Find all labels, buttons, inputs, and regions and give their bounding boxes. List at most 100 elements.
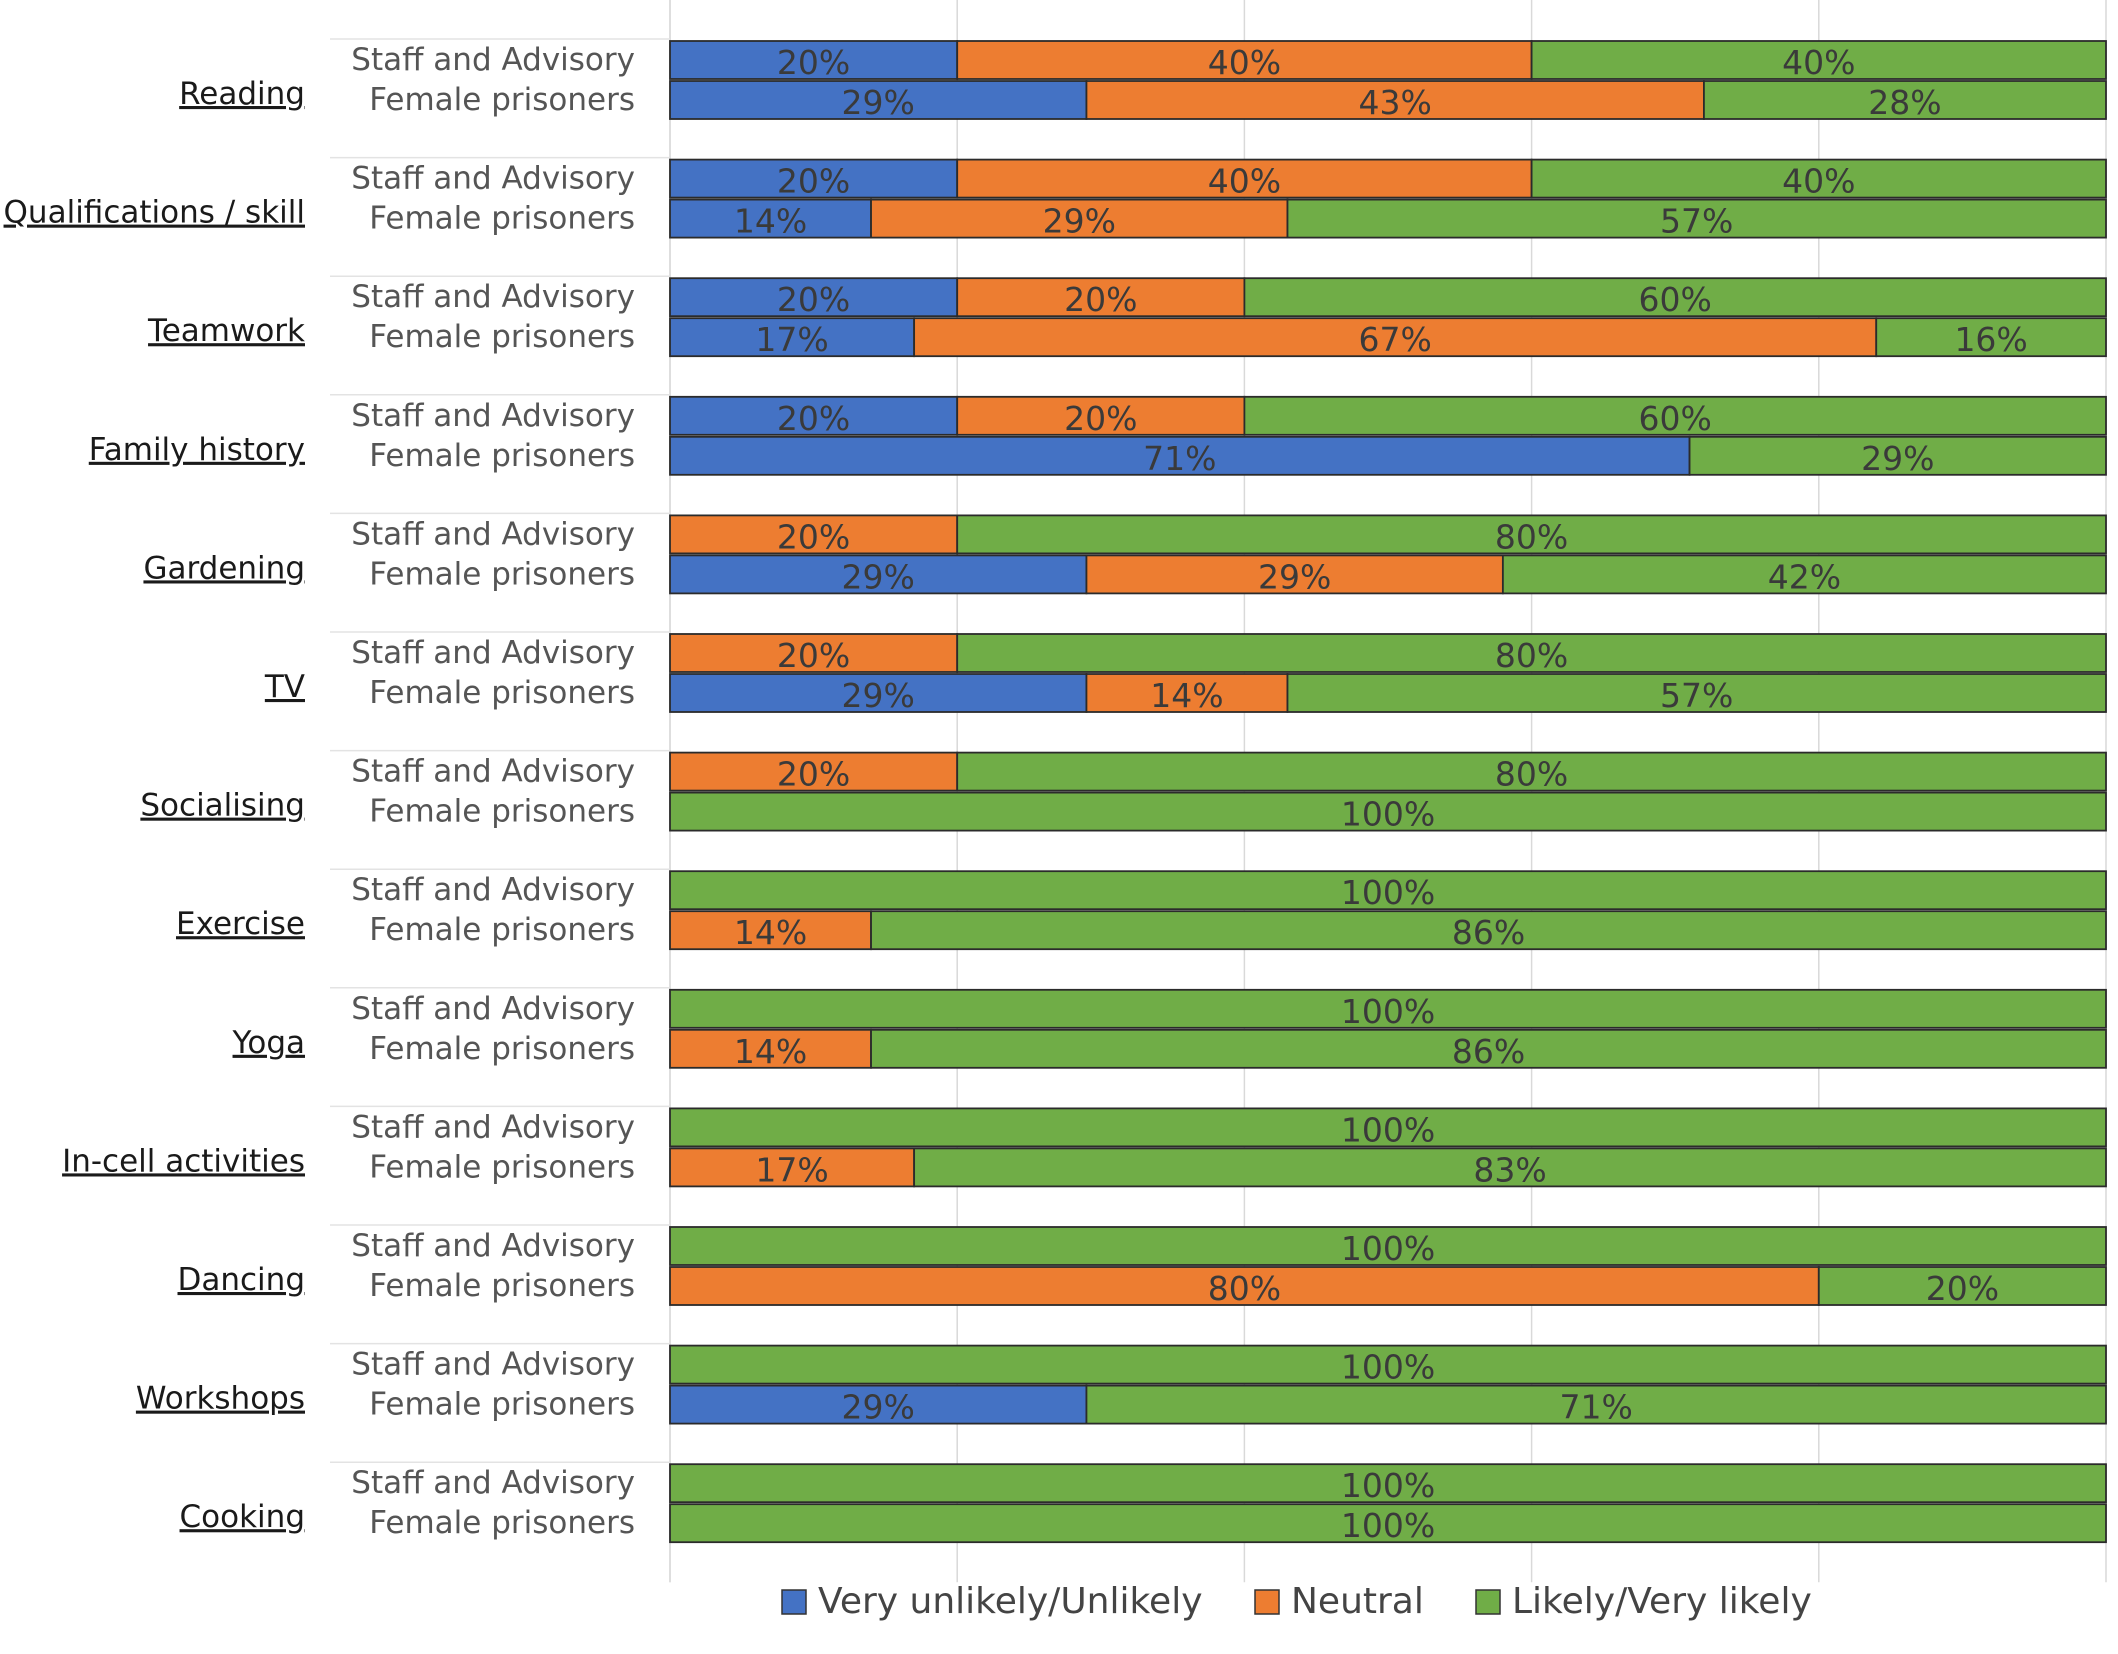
data-label: 20% [1064, 399, 1137, 438]
data-label: 20% [777, 43, 850, 82]
data-label: 40% [1208, 43, 1281, 82]
bar-segment [913, 1147, 2107, 1188]
bar-segment [870, 198, 1289, 239]
data-label: 83% [1473, 1150, 1546, 1189]
group-label-staff: Staff and Advisory [351, 754, 635, 790]
row-backgrounds [330, 38, 670, 1463]
data-label: 28% [1868, 83, 1941, 122]
bar-segment [669, 1147, 916, 1188]
data-label: 29% [1258, 557, 1331, 596]
data-label: 20% [777, 399, 850, 438]
data-label: 100% [1341, 1348, 1435, 1387]
group-label-female: Female prisoners [369, 1149, 635, 1185]
group-label-staff: Staff and Advisory [351, 872, 635, 908]
legend: Very unlikely/Unlikely Neutral Likely/Very… [781, 1581, 1812, 1622]
category-label: Workshops [136, 1381, 305, 1417]
bar-segment [669, 988, 2107, 1029]
data-label: 100% [1341, 1466, 1435, 1505]
data-label: 57% [1660, 676, 1733, 715]
group-label-staff: Staff and Advisory [351, 1228, 635, 1264]
group-label-staff: Staff and Advisory [351, 42, 635, 78]
data-label: 16% [1954, 320, 2027, 359]
bar-segment [1243, 277, 2107, 318]
bar-segment [669, 1266, 1820, 1306]
bar-segment [956, 40, 1533, 80]
legend-swatch [1254, 1589, 1280, 1615]
data-label: 86% [1452, 913, 1525, 952]
bar-segment [1286, 198, 2107, 239]
group-label-staff: Staff and Advisory [351, 398, 635, 434]
group-label-staff: Staff and Advisory [351, 279, 635, 315]
bar-segment [669, 1107, 2107, 1148]
bar-segment [870, 910, 2107, 951]
data-label: 29% [842, 676, 915, 715]
data-label: 17% [755, 320, 828, 359]
group-label-female: Female prisoners [369, 319, 635, 355]
category-label: Family history [89, 432, 305, 468]
legend-swatch [1475, 1589, 1501, 1615]
group-label-staff: Staff and Advisory [351, 1347, 635, 1383]
data-label: 80% [1495, 517, 1568, 556]
data-label: 29% [842, 557, 915, 596]
data-label: 67% [1359, 320, 1432, 359]
category-label: Gardening [143, 550, 305, 586]
data-label: 100% [1341, 1506, 1435, 1545]
group-label-female: Female prisoners [369, 1387, 635, 1423]
bar-segment [669, 791, 2107, 832]
data-label: 14% [734, 1032, 807, 1071]
bar-segment [669, 910, 872, 951]
bar-segment [669, 40, 959, 80]
group-label-female: Female prisoners [369, 675, 635, 711]
data-label: 20% [777, 280, 850, 319]
category-label: Dancing [178, 1262, 306, 1298]
legend-label: Likely/Very likely [1512, 1581, 1812, 1622]
bar-segment [956, 158, 1533, 199]
category-label: TV [264, 669, 305, 705]
data-label: 43% [1359, 83, 1432, 122]
bar-segment [1501, 554, 2107, 595]
legend-label: Neutral [1291, 1581, 1424, 1622]
category-label: Qualifications / skill [4, 195, 305, 231]
group-label-staff: Staff and Advisory [351, 161, 635, 197]
bar-segment [669, 751, 959, 792]
data-label: 100% [1341, 1110, 1435, 1149]
bars: 20% 40% 40%29% 43% 28%20% 40% 40%14% 29% 57%20% 2… [669, 40, 2107, 1545]
data-label: 29% [1861, 439, 1934, 478]
data-label: 20% [777, 517, 850, 556]
group-label-staff: Staff and Advisory [351, 1465, 635, 1501]
bar-segment [1688, 435, 2107, 476]
bar-segment [1085, 554, 1504, 595]
bar-segment [1243, 395, 2107, 436]
category-label: Yoga [232, 1025, 305, 1061]
data-label: 17% [755, 1150, 828, 1189]
data-label: 100% [1341, 795, 1435, 834]
bar-segment [669, 395, 959, 436]
bar-segment [1703, 80, 2107, 120]
bar-segment [669, 317, 916, 358]
data-label: 40% [1782, 162, 1855, 201]
group-label-female: Female prisoners [369, 201, 635, 237]
group-label-female: Female prisoners [369, 82, 635, 118]
data-label: 71% [1143, 439, 1216, 478]
bar-segment [956, 633, 2107, 673]
bar-segment [956, 395, 1246, 436]
data-label: 20% [777, 755, 850, 794]
data-label: 29% [842, 83, 915, 122]
data-label: 40% [1782, 43, 1855, 82]
bar-segment [956, 514, 2107, 555]
category-label: Reading [179, 76, 305, 112]
data-label: 100% [1341, 873, 1435, 912]
bar-segment [1286, 673, 2107, 713]
bar-segment [1530, 40, 2107, 80]
bar-segment [669, 633, 959, 673]
data-label: 29% [1043, 202, 1116, 241]
group-label-female: Female prisoners [369, 1505, 635, 1541]
bar-segment [669, 870, 2107, 911]
bar-segment [669, 277, 959, 318]
data-label: 14% [1150, 676, 1223, 715]
data-label: 29% [842, 1388, 915, 1427]
bar-segment [669, 1226, 2107, 1266]
data-label: 20% [1064, 280, 1137, 319]
category-label: Socialising [140, 788, 305, 824]
data-label: 86% [1452, 1032, 1525, 1071]
